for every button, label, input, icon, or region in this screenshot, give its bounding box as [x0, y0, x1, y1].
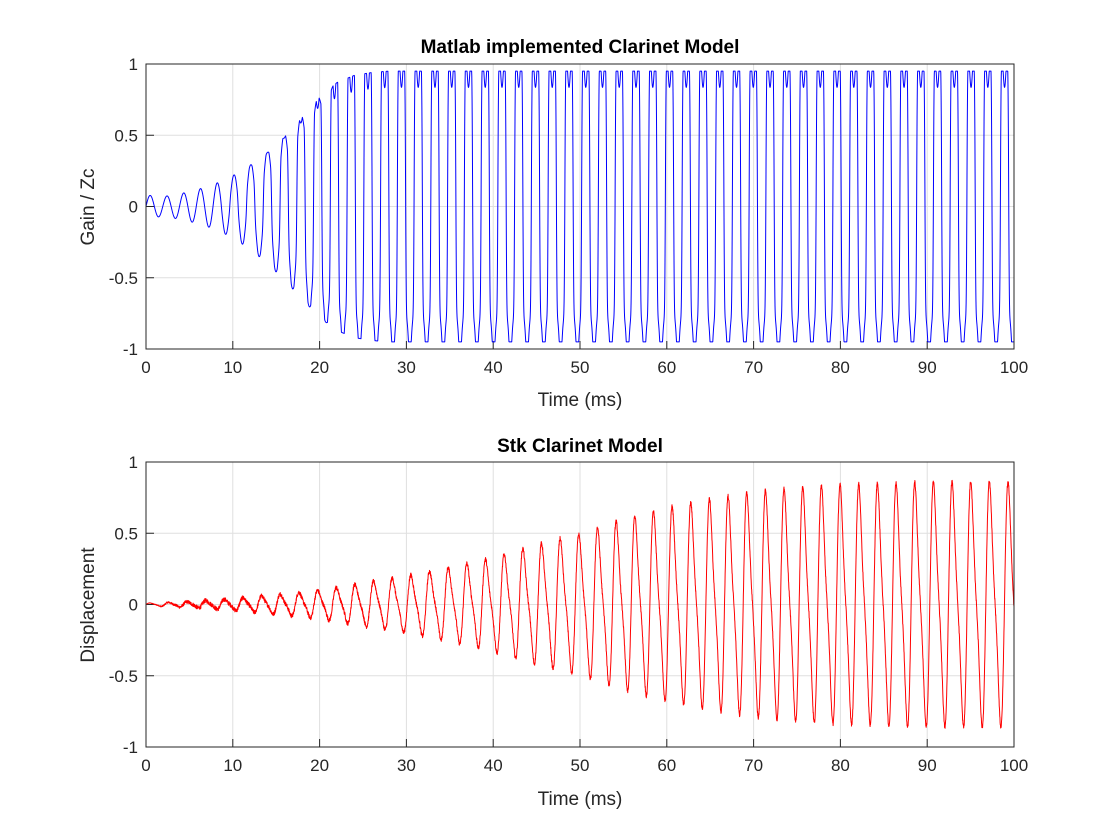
y-axis-label-top: Gain / Zc — [78, 168, 99, 245]
x-tick-label: 40 — [484, 358, 503, 377]
x-tick-label: 100 — [1000, 358, 1028, 377]
x-tick-label: 100 — [1000, 756, 1028, 775]
x-tick-label: 50 — [571, 358, 590, 377]
chart-title-top: Matlab implemented Clarinet Model — [421, 37, 740, 58]
y-tick-label: -0.5 — [109, 667, 138, 686]
y-tick-label: 1 — [129, 55, 138, 74]
series-line-stk — [145, 479, 1015, 729]
y-axis-label-bottom: Displacement — [78, 547, 99, 663]
x-tick-label: 60 — [657, 756, 676, 775]
x-tick-label: 50 — [571, 756, 590, 775]
y-tick-label: 0 — [129, 596, 138, 615]
x-tick-label: 80 — [831, 756, 850, 775]
x-tick-label: 80 — [831, 358, 850, 377]
axes-bottom: 0 10 20 30 40 50 60 70 80 90 100 -1 -0.5 0 0.5 1 Stk Cl… — [78, 436, 1028, 810]
x-tick-label: 10 — [223, 756, 242, 775]
x-axis-label-bottom: Time (ms) — [538, 789, 623, 810]
x-tick-label: 20 — [310, 756, 329, 775]
y-tick-label: 1 — [129, 453, 138, 472]
x-tick-label: 0 — [141, 358, 150, 377]
x-tick-label: 90 — [918, 358, 937, 377]
x-tick-label: 70 — [744, 756, 763, 775]
x-tick-label: 20 — [310, 358, 329, 377]
tick-labels-bottom: 0 10 20 30 40 50 60 70 80 90 100 -1 -0.5 0 0.5 1 — [109, 453, 1028, 775]
x-tick-label: 0 — [141, 756, 150, 775]
x-tick-label: 30 — [397, 756, 416, 775]
y-tick-label: -0.5 — [109, 269, 138, 288]
y-tick-label: 0.5 — [114, 524, 138, 543]
y-tick-label: -1 — [123, 738, 138, 757]
x-tick-label: 10 — [223, 358, 242, 377]
axes-frame-bottom — [145, 461, 1015, 748]
x-tick-label: 90 — [918, 756, 937, 775]
chart-title-bottom: Stk Clarinet Model — [497, 436, 663, 457]
series-line-matlab — [145, 70, 1015, 343]
y-tick-label: 0 — [129, 198, 138, 217]
x-tick-label: 30 — [397, 358, 416, 377]
tick-labels-top: 0 10 20 30 40 50 60 70 80 90 100 -1 -0.5 0 0.5 1 — [109, 55, 1028, 377]
x-tick-label: 70 — [744, 358, 763, 377]
axes-top: 0 10 20 30 40 50 60 70 80 90 100 -1 -0.5 0 0.5 1 Matlab… — [78, 37, 1028, 411]
x-tick-label: 40 — [484, 756, 503, 775]
y-tick-label: 0.5 — [114, 126, 138, 145]
axes-frame-top — [145, 63, 1015, 350]
x-tick-label: 60 — [657, 358, 676, 377]
x-axis-label-top: Time (ms) — [538, 390, 623, 411]
y-tick-label: -1 — [123, 340, 138, 359]
